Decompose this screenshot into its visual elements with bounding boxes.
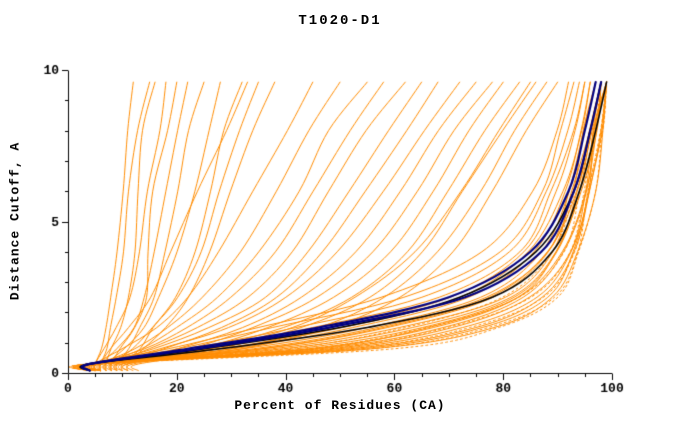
chart-title: T1020-D1	[298, 13, 382, 29]
y-axis-label: Distance Cutoff, A	[7, 141, 23, 301]
x-axis-label: Percent of Residues (CA)	[234, 398, 446, 413]
